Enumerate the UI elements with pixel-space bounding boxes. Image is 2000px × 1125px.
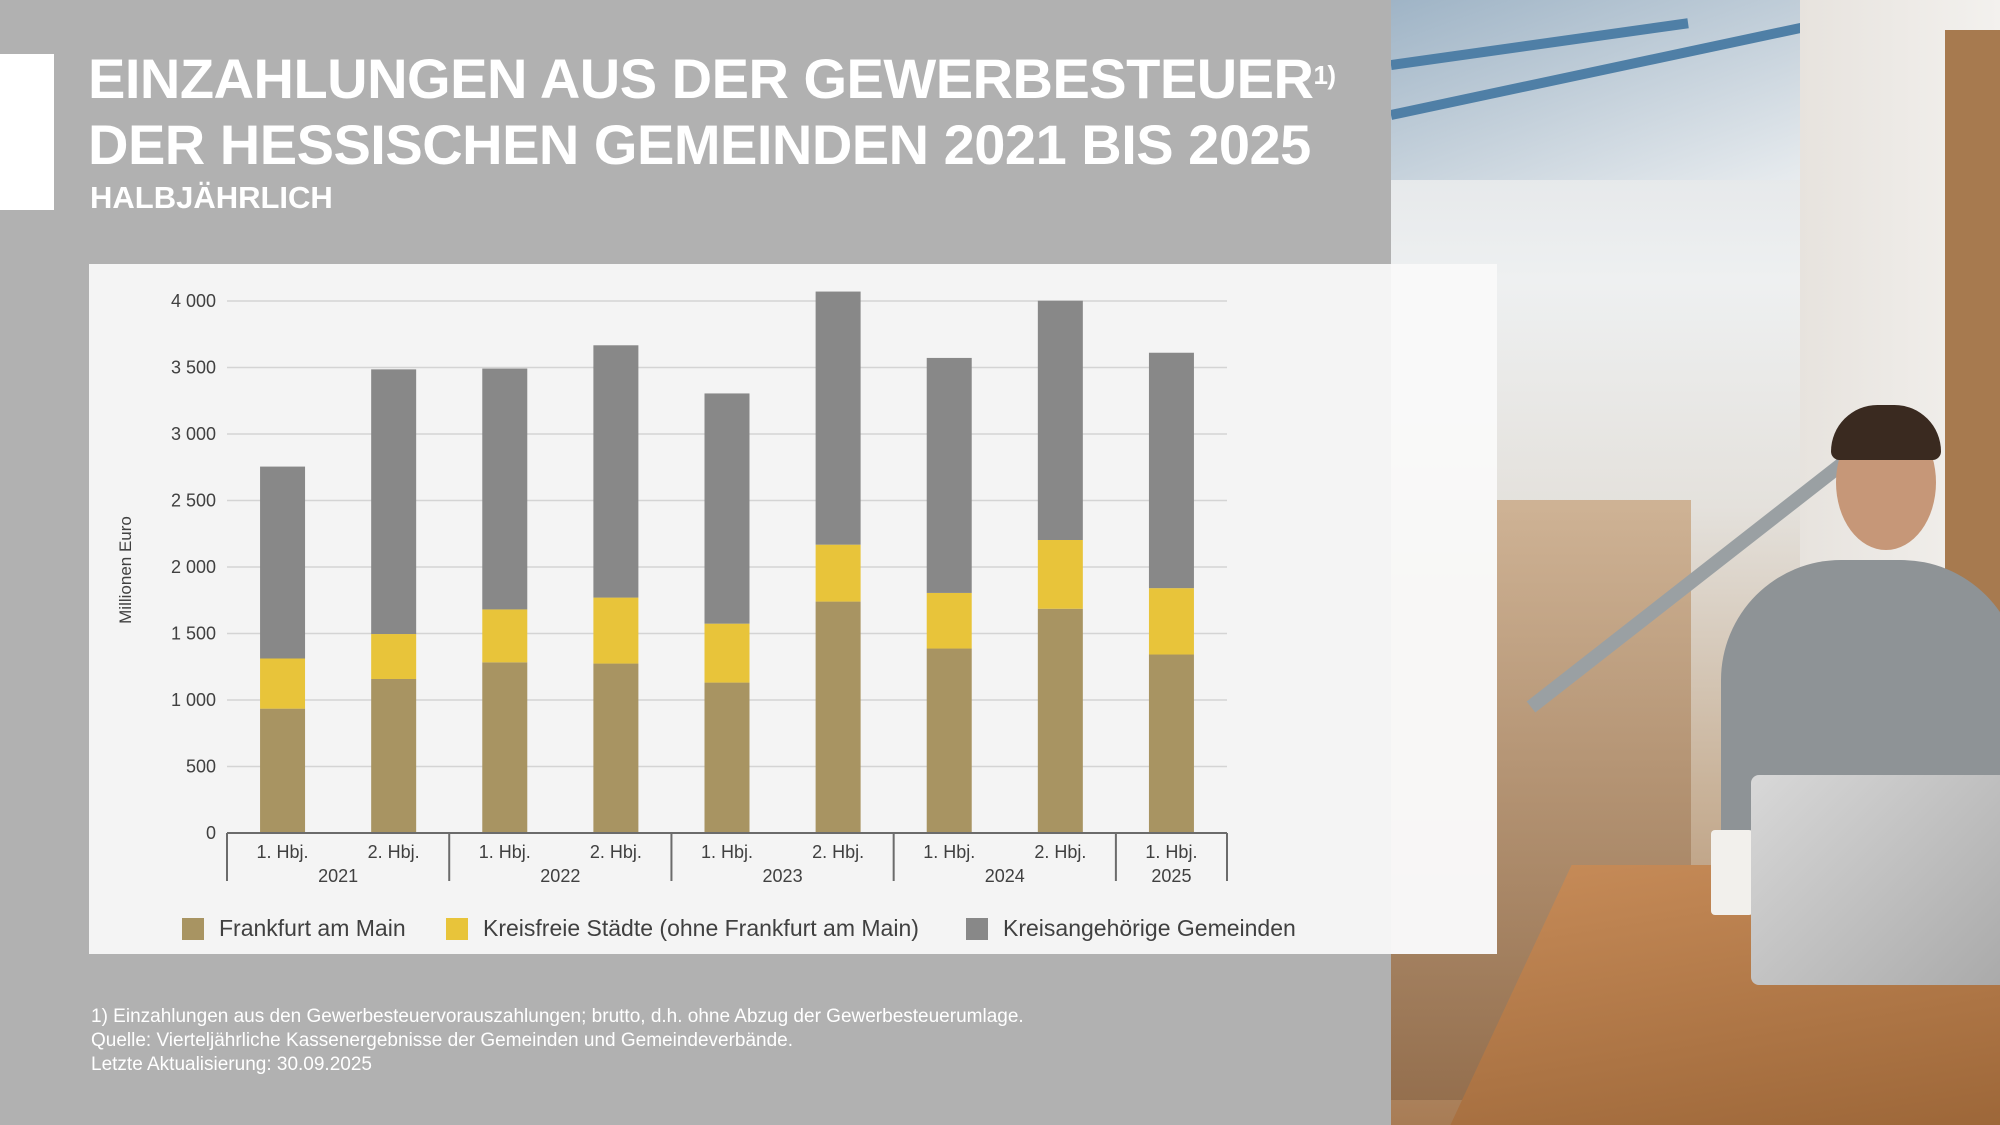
accent-tab <box>0 54 54 210</box>
title-footnote-mark: 1) <box>1313 60 1336 90</box>
y-tick-label: 1 000 <box>171 690 216 710</box>
bar-segment-1 <box>1148 588 1194 655</box>
x-tick-label: 2. Hbj. <box>368 842 420 862</box>
bar-segment-2 <box>260 466 306 659</box>
footnote-1: 1) Einzahlungen aus den Gewerbesteuervor… <box>91 1006 1024 1027</box>
bar-segment-0 <box>482 662 528 833</box>
bar-segment-2 <box>926 357 972 593</box>
x-tick-label: 1. Hbj. <box>257 842 309 862</box>
office-photo <box>1391 0 2000 1125</box>
page-subtitle: HALBJÄHRLICH <box>90 180 333 215</box>
year-label: 2024 <box>985 866 1025 886</box>
bar-segment-0 <box>1037 608 1083 833</box>
bar-segment-2 <box>1037 300 1083 541</box>
bar-segment-0 <box>704 682 750 833</box>
bar-segment-0 <box>815 601 861 833</box>
bar-segment-2 <box>704 393 750 624</box>
legend-item-kreisfreie-staedte: Kreisfreie Städte (ohne Frankfurt am Mai… <box>446 915 919 942</box>
bar-segment-2 <box>482 368 528 610</box>
photo-door <box>1945 30 2000 650</box>
y-tick-label: 4 000 <box>171 291 216 311</box>
x-tick-label: 2. Hbj. <box>1034 842 1086 862</box>
legend-label: Kreisangehörige Gemeinden <box>1003 915 1296 941</box>
bar-segment-1 <box>926 592 972 649</box>
y-tick-label: 3 000 <box>171 424 216 444</box>
bar-segment-0 <box>260 708 306 833</box>
year-label: 2025 <box>1151 866 1191 886</box>
photo-laptop <box>1751 775 2000 985</box>
bar-segment-1 <box>815 544 861 602</box>
legend-label: Kreisfreie Städte (ohne Frankfurt am Mai… <box>483 915 919 941</box>
bar-segment-1 <box>593 597 639 664</box>
y-tick-label: 1 500 <box>171 624 216 644</box>
x-tick-label: 1. Hbj. <box>1145 842 1197 862</box>
legend-swatch <box>966 917 988 940</box>
y-tick-label: 500 <box>186 757 216 777</box>
panel-overlay <box>1391 264 1497 954</box>
legend-label: Frankfurt am Main <box>219 915 406 941</box>
bar-segment-1 <box>704 623 750 683</box>
last-update-note: Letzte Aktualisierung: 30.09.2025 <box>91 1054 372 1075</box>
year-label: 2022 <box>540 866 580 886</box>
y-tick-label: 3 500 <box>171 358 216 378</box>
bar-segment-0 <box>593 663 639 833</box>
x-tick-label: 2. Hbj. <box>812 842 864 862</box>
x-tick-label: 1. Hbj. <box>701 842 753 862</box>
y-axis-label: Millionen Euro <box>116 516 135 624</box>
page-title: EINZAHLUNGEN AUS DER GEWERBESTEUER1) DER… <box>88 46 1336 178</box>
y-tick-label: 2 500 <box>171 491 216 511</box>
bar-segment-0 <box>371 678 417 833</box>
bar-segment-2 <box>593 345 639 598</box>
year-label: 2023 <box>763 866 803 886</box>
year-label: 2021 <box>318 866 358 886</box>
bar-segment-1 <box>260 658 306 709</box>
legend-swatch <box>446 917 468 940</box>
x-tick-label: 1. Hbj. <box>479 842 531 862</box>
bar-segment-1 <box>482 609 528 663</box>
y-tick-label: 2 000 <box>171 557 216 577</box>
bar-segment-2 <box>815 291 861 545</box>
title-line-1: EINZAHLUNGEN AUS DER GEWERBESTEUER <box>88 47 1314 110</box>
title-line-2: DER HESSISCHEN GEMEINDEN 2021 BIS 2025 <box>88 113 1311 176</box>
bar-segment-1 <box>371 634 417 679</box>
photo-person-hair <box>1831 405 1941 460</box>
photo-mug <box>1711 830 1753 915</box>
source-note: Quelle: Vierteljährliche Kassenergebniss… <box>91 1030 794 1051</box>
chart-panel <box>89 264 1497 954</box>
bar-segment-0 <box>1148 654 1194 833</box>
legend-item-kreisangehoerige-gemeinden: Kreisangehörige Gemeinden <box>966 915 1296 942</box>
bar-segment-0 <box>926 648 972 833</box>
footnotes: 1) Einzahlungen aus den Gewerbesteuervor… <box>91 1005 1024 1077</box>
x-tick-label: 1. Hbj. <box>923 842 975 862</box>
legend-item-frankfurt: Frankfurt am Main <box>182 915 406 942</box>
bar-segment-1 <box>1037 540 1083 609</box>
bar-segment-2 <box>1148 352 1194 589</box>
y-tick-label: 0 <box>206 823 216 843</box>
x-tick-label: 2. Hbj. <box>590 842 642 862</box>
legend-swatch <box>182 917 204 940</box>
bar-segment-2 <box>371 369 417 635</box>
